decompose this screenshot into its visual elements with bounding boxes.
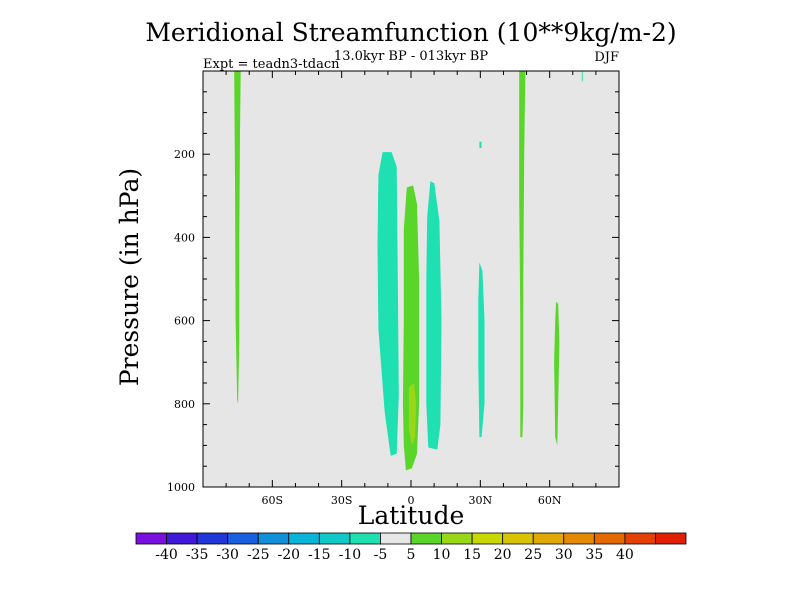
chart-subtitle: 13.0kyr BP - 013kyr BP xyxy=(334,49,488,64)
colorbar-swatch xyxy=(471,532,504,545)
colorbar-swatch xyxy=(532,532,565,545)
y-axis-label: Pressure (in hPa) xyxy=(115,168,144,386)
experiment-label: Expt = teadn3-tdacn xyxy=(203,57,340,72)
y-tick-label: 400 xyxy=(174,231,195,244)
contour-core-eq xyxy=(408,383,417,446)
contour-band-30N xyxy=(478,262,485,438)
axis-tick-labels: 60S 30S 0 30N 60N 200 400 600 800 1000 xyxy=(167,148,562,507)
colorbar-swatch xyxy=(502,532,534,545)
chart-title: Meridional Streamfunction (10**9kg/m-2) xyxy=(145,18,676,47)
colorbar-swatch xyxy=(593,532,626,545)
colorbar-label: -15 xyxy=(308,547,331,563)
colorbar-label: -35 xyxy=(186,547,209,563)
x-tick-label: 60N xyxy=(538,494,562,507)
colorbar-label: -5 xyxy=(374,547,388,563)
x-tick-label: 30N xyxy=(469,494,493,507)
colorbar-label: -40 xyxy=(155,547,178,563)
colorbar-label: -20 xyxy=(278,547,301,563)
y-tick-label: 600 xyxy=(174,315,195,328)
colorbar-swatch xyxy=(135,532,167,545)
colorbar-label: -30 xyxy=(216,547,239,563)
colorbar-label: 10 xyxy=(433,547,451,563)
colorbar-label: 35 xyxy=(585,547,603,563)
colorbar-swatch xyxy=(196,532,229,545)
contour-spot-30N xyxy=(479,141,482,148)
colorbar-swatch xyxy=(227,532,259,545)
colorbar-label: 25 xyxy=(524,547,542,563)
y-tick-label: 1000 xyxy=(167,481,195,494)
colorbar-swatch xyxy=(380,532,412,545)
colorbar-label: 15 xyxy=(463,547,481,563)
colorbar-label: -10 xyxy=(339,547,362,563)
x-tick-label: 0 xyxy=(408,494,415,507)
contour-band-62N xyxy=(554,301,560,446)
y-tick-label: 800 xyxy=(174,398,195,411)
season-label: DJF xyxy=(594,50,619,65)
colorbar xyxy=(135,532,687,545)
contour-band-47N xyxy=(519,71,526,438)
x-axis-label: Latitude xyxy=(358,501,465,530)
colorbar-swatch xyxy=(624,532,656,545)
colorbar-label: 20 xyxy=(494,547,512,563)
colorbar-swatch xyxy=(257,532,290,545)
colorbar-swatch xyxy=(349,532,381,545)
x-tick-label: 60S xyxy=(262,494,284,507)
y-tick-label: 200 xyxy=(174,148,195,161)
colorbar-swatch xyxy=(655,532,687,545)
contour-band-8N xyxy=(426,181,442,450)
x-tick-label: 30S xyxy=(331,494,353,507)
contour-band-70S xyxy=(234,71,241,404)
contour-band-15S xyxy=(377,152,399,456)
colorbar-swatch xyxy=(166,532,198,545)
colorbar-swatch xyxy=(288,532,320,545)
colorbar-label: 30 xyxy=(555,547,573,563)
colorbar-labels: -40 -35 -30 -25 -20 -15 -10 -5 5 10 15 20 25 30 35 40 xyxy=(155,547,634,563)
colorbar-swatch xyxy=(563,532,595,545)
colorbar-label: 5 xyxy=(407,547,416,563)
colorbar-label: 40 xyxy=(616,547,634,563)
colorbar-label: -25 xyxy=(247,547,270,563)
colorbar-swatch xyxy=(318,532,351,545)
colorbar-swatch xyxy=(410,532,442,545)
contour-regions xyxy=(234,71,583,471)
contour-spot-74N xyxy=(581,71,583,82)
colorbar-swatch xyxy=(441,532,473,545)
axis-ticks xyxy=(203,71,619,487)
